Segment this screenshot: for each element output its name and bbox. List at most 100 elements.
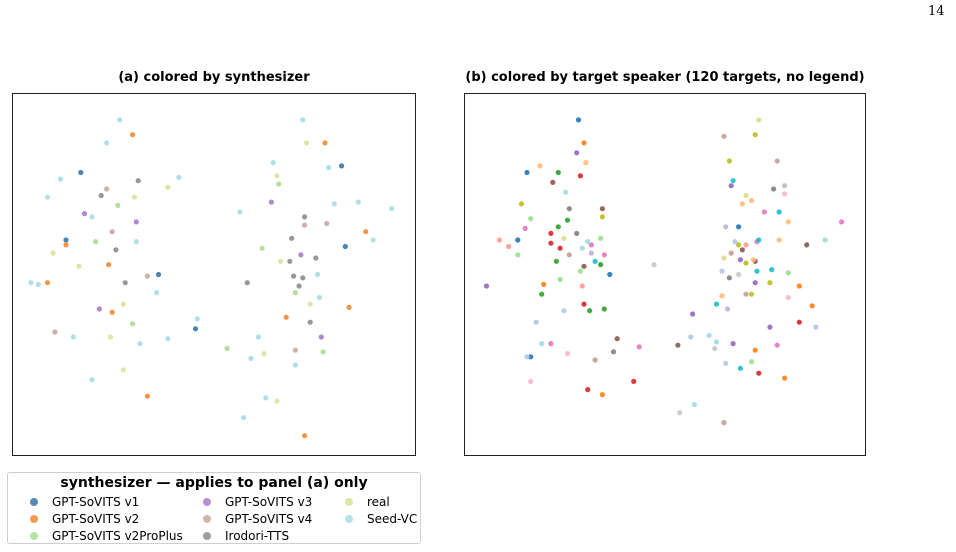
panel-a-scatter (12, 93, 416, 456)
scatter-point (566, 206, 572, 212)
legend-item-gpt-sovits-v2proplus: GPT-SoVITS v2ProPlus (30, 529, 183, 543)
scatter-point (588, 250, 594, 256)
scatter-point (528, 216, 534, 222)
scatter-point (579, 245, 585, 251)
scatter-point (165, 184, 171, 190)
scatter-point (736, 242, 742, 248)
scatter-point (771, 186, 777, 192)
scatter-point (302, 433, 308, 439)
scatter-point (732, 239, 738, 245)
scatter-point (550, 179, 556, 185)
scatter-point (130, 132, 136, 138)
panel-b-scatter (464, 93, 866, 456)
legend-item-irodori-tts: Irodori-TTS (203, 529, 289, 543)
scatter-point (723, 360, 729, 366)
scatter-point (721, 420, 727, 426)
scatter-point (581, 263, 587, 269)
scatter-point (370, 237, 376, 243)
scatter-point (712, 345, 718, 352)
scatter-point (601, 306, 607, 312)
legend-label: Seed-VC (367, 512, 418, 526)
scatter-point (278, 258, 284, 264)
legend-label: GPT-SoVITS v2 (52, 512, 140, 526)
scatter-point (303, 140, 310, 146)
scatter-point (581, 140, 587, 146)
scatter-point (574, 150, 580, 156)
scatter-point (524, 169, 530, 176)
scatter-point (804, 242, 810, 248)
scatter-point (743, 192, 749, 199)
scatter-point (539, 341, 545, 347)
scatter-point (754, 268, 760, 274)
scatter-point (57, 176, 64, 182)
scatter-point (756, 237, 762, 243)
scatter-point (261, 350, 267, 357)
scatter-point (76, 263, 82, 269)
scatter-point (165, 336, 171, 342)
scatter-point (782, 375, 788, 381)
scatter-point (725, 306, 731, 312)
scatter-point (326, 165, 332, 171)
scatter-point (555, 224, 561, 230)
scatter-point (690, 311, 696, 317)
scatter-point (564, 350, 571, 357)
scatter-point (320, 349, 326, 355)
scatter-point (748, 359, 755, 365)
legend-marker (203, 497, 211, 506)
scatter-point (50, 250, 56, 256)
scatter-plot-a (28, 117, 395, 439)
scatter-point (739, 201, 745, 207)
scatter-point (785, 219, 791, 225)
scatter-point (316, 294, 322, 301)
scatter-point (756, 370, 762, 376)
scatter-point (585, 387, 591, 393)
scatter-point (636, 344, 642, 350)
scatter-point (506, 243, 512, 250)
scatter-point (743, 260, 749, 266)
scatter-point (89, 214, 95, 220)
scatter-point (533, 319, 539, 325)
scatter-plot-b (483, 117, 845, 426)
legend-label: Irodori-TTS (225, 529, 290, 543)
scatter-point (300, 275, 306, 281)
scatter-point (528, 354, 534, 360)
scatter-point (769, 267, 775, 273)
scatter-point (557, 245, 563, 251)
scatter-point (346, 304, 352, 310)
scatter-point (553, 258, 559, 264)
scatter-point (822, 237, 828, 243)
scatter-point (601, 252, 607, 258)
scatter-point (130, 321, 136, 327)
legend-marker (345, 497, 353, 506)
scatter-point (541, 281, 547, 287)
scatter-point (298, 252, 304, 258)
scatter-point (122, 280, 128, 286)
scatter-point (241, 415, 247, 421)
legend-marker (30, 531, 38, 540)
scatter-point (539, 291, 545, 297)
scatter-point (719, 268, 725, 274)
scatter-point (528, 378, 534, 384)
scatter-point (730, 178, 736, 184)
scatter-point (748, 197, 755, 204)
scatter-point (774, 342, 780, 348)
legend-marker (203, 531, 211, 540)
scatter-point (548, 230, 554, 236)
scatter-point (761, 209, 767, 215)
scatter-point (283, 314, 289, 320)
scatter-point (785, 294, 791, 301)
scatter-point (192, 326, 199, 332)
scatter-point (154, 290, 160, 296)
scatter-point (813, 324, 819, 330)
scatter-point (131, 194, 138, 200)
scatter-point (564, 217, 571, 223)
scatter-point (331, 201, 337, 207)
scatter-point (587, 308, 593, 314)
scatter-point (548, 240, 554, 246)
scatter-point (120, 301, 126, 307)
scatter-point (133, 219, 139, 225)
scatter-point (104, 186, 110, 192)
scatter-point (113, 247, 119, 253)
scatter-point (592, 357, 598, 363)
scatter-point (752, 280, 758, 286)
